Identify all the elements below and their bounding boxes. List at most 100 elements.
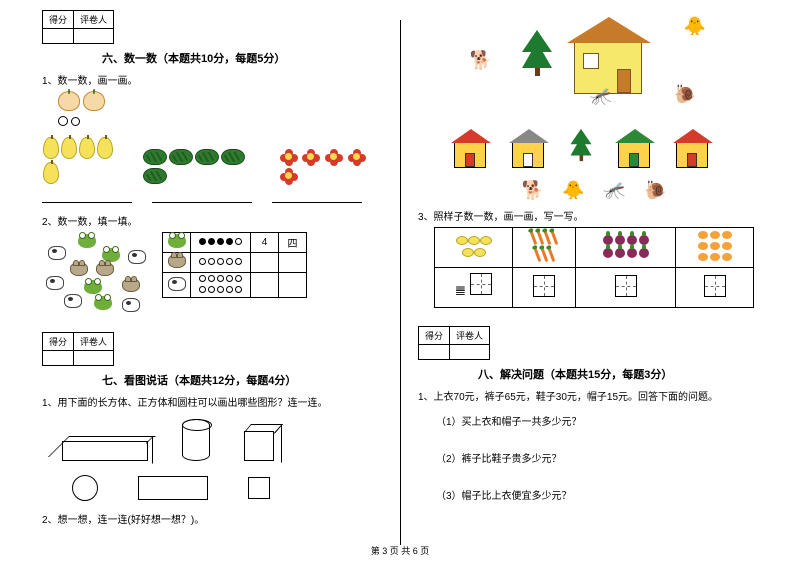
tally-cell bbox=[513, 268, 576, 308]
grader-label: 评卷人 bbox=[450, 327, 490, 345]
q7-2-text: 2、想一想，连一连(好好想一想？)。 bbox=[42, 511, 382, 526]
dog-icon: 🐕 bbox=[468, 50, 494, 72]
orange-cell bbox=[676, 228, 754, 268]
scene: 🐕 🐥 🦟 🐌 bbox=[444, 10, 744, 150]
melon-icon bbox=[143, 168, 167, 184]
cuboid-icon bbox=[62, 441, 148, 461]
answer-line bbox=[272, 191, 362, 203]
write-box bbox=[470, 273, 492, 295]
flower-icon bbox=[302, 149, 320, 165]
melon-icon bbox=[221, 149, 245, 165]
lemon-cell bbox=[435, 228, 513, 268]
cow-icon bbox=[128, 250, 146, 264]
raccoon-icon bbox=[168, 254, 186, 268]
circle-icon bbox=[71, 117, 80, 126]
fruit-rows bbox=[42, 137, 382, 187]
small-house-row bbox=[450, 122, 712, 168]
flower-icon bbox=[280, 149, 298, 165]
score-label: 得分 bbox=[43, 333, 74, 351]
left-column: 得分 评卷人 六、数一数（本题共10分，每题5分） 1、数一数，画一画。 bbox=[0, 0, 400, 540]
answer-line bbox=[42, 191, 132, 203]
melon-icon bbox=[195, 149, 219, 165]
pear-icon bbox=[43, 162, 59, 184]
rectangle-shape bbox=[138, 476, 208, 500]
frog-icon bbox=[84, 280, 102, 294]
blank-cell bbox=[251, 253, 279, 273]
cube-icon bbox=[244, 431, 274, 461]
square-shape bbox=[248, 477, 270, 499]
circle-row bbox=[58, 116, 382, 129]
peach-icon bbox=[83, 91, 105, 111]
frog-icon bbox=[168, 234, 186, 248]
write-box bbox=[704, 275, 726, 297]
tree-icon bbox=[571, 129, 592, 161]
small-house-icon bbox=[618, 142, 650, 168]
dot-row bbox=[198, 257, 243, 268]
tally-cell bbox=[575, 268, 675, 308]
count-num: 4 bbox=[251, 233, 279, 253]
raccoon-icon bbox=[96, 262, 114, 276]
chick-icon: 🐥 bbox=[682, 16, 708, 38]
frog-icon bbox=[78, 234, 96, 248]
cylinder-icon bbox=[182, 419, 210, 461]
frog-icon bbox=[94, 296, 112, 310]
q3-table: 𝍤 bbox=[434, 227, 754, 308]
dog-icon: 🐕 bbox=[520, 180, 546, 202]
snail-icon: 🐌 bbox=[642, 180, 668, 202]
tally-cell bbox=[676, 268, 754, 308]
pear-icon bbox=[61, 137, 77, 159]
raccoon-icon bbox=[70, 262, 88, 276]
flat-row bbox=[72, 475, 382, 501]
blank-cell bbox=[279, 253, 307, 273]
score-box-7: 得分 评卷人 bbox=[42, 332, 114, 366]
score-box-6: 得分 评卷人 bbox=[42, 10, 114, 44]
blank-cell bbox=[279, 273, 307, 298]
score-blank bbox=[43, 351, 74, 366]
q6-2-text: 2、数一数，填一填。 bbox=[42, 213, 382, 228]
animal-scatter bbox=[42, 232, 152, 318]
score-label: 得分 bbox=[43, 11, 74, 29]
pear-icon bbox=[43, 137, 59, 159]
grader-label: 评卷人 bbox=[74, 11, 114, 29]
count-cn: 四 bbox=[279, 233, 307, 253]
melon-icon bbox=[143, 149, 167, 165]
small-house-icon bbox=[512, 142, 544, 168]
carrot-cell bbox=[513, 228, 576, 268]
grader-label: 评卷人 bbox=[74, 333, 114, 351]
peach-icon bbox=[58, 91, 80, 111]
q8-sub2: （2）裤子比鞋子贵多少元？ bbox=[436, 450, 770, 465]
count-table: 4 四 bbox=[162, 232, 307, 298]
q8-sub3: （3）帽子比上衣便宜多少元？ bbox=[436, 487, 770, 502]
section-8-title: 八、解决问题（本题共15分，每题3分） bbox=[478, 366, 770, 382]
cow-icon bbox=[168, 277, 186, 291]
flower-icon bbox=[325, 149, 343, 165]
section-6-title: 六、数一数（本题共10分，每题5分） bbox=[102, 50, 382, 66]
flower-group bbox=[279, 149, 382, 187]
answer-underlines bbox=[42, 191, 382, 203]
grader-blank bbox=[450, 345, 490, 360]
tree-icon bbox=[522, 30, 552, 76]
q8-1-text: 1、上衣70元，裤子65元，鞋子30元，帽子15元。回答下面的问题。 bbox=[418, 388, 770, 403]
score-label: 得分 bbox=[419, 327, 450, 345]
beet-cell bbox=[575, 228, 675, 268]
flower-icon bbox=[348, 149, 366, 165]
cow-icon bbox=[46, 276, 64, 290]
tally-cell: 𝍤 bbox=[435, 268, 513, 308]
score-blank bbox=[419, 345, 450, 360]
frog-icon bbox=[102, 248, 120, 262]
score-blank bbox=[43, 29, 74, 44]
circle-icon bbox=[58, 116, 68, 126]
q6-2-content: 4 四 bbox=[42, 232, 382, 318]
raccoon-icon bbox=[122, 278, 140, 292]
critter-row: 🐕 🐥 🦟 🐌 bbox=[418, 180, 770, 202]
cow-icon bbox=[122, 298, 140, 312]
small-house-icon bbox=[454, 142, 486, 168]
dot-row bbox=[198, 274, 243, 296]
melon-icon bbox=[169, 149, 193, 165]
small-house-icon bbox=[676, 142, 708, 168]
grader-blank bbox=[74, 351, 114, 366]
pear-group bbox=[42, 137, 126, 187]
snail-icon: 🐌 bbox=[672, 84, 698, 106]
pear-icon bbox=[97, 137, 113, 159]
peach-row bbox=[58, 91, 382, 114]
